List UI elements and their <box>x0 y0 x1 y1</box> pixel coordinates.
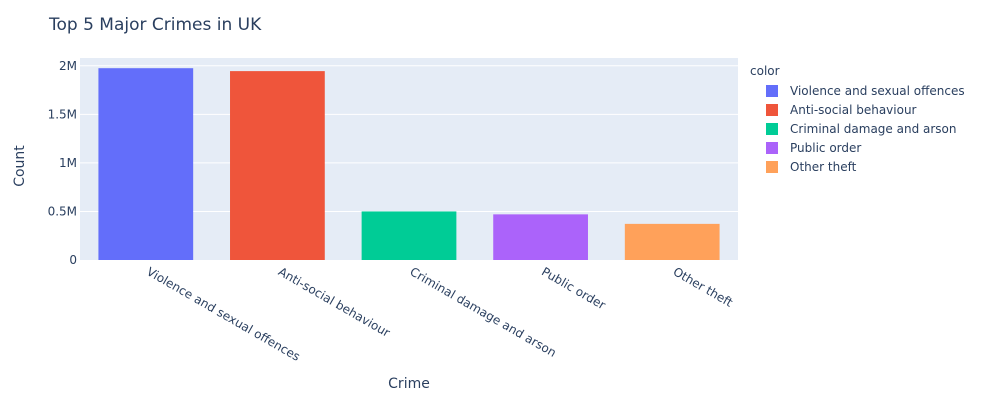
x-tick-label: Other theft <box>671 264 736 309</box>
legend-swatch[interactable] <box>766 161 778 173</box>
y-tick-label: 0 <box>69 253 77 267</box>
x-axis-title: Crime <box>388 376 430 392</box>
y-tick-label: 1M <box>59 156 77 170</box>
y-tick-label: 0.5M <box>48 204 77 218</box>
legend-label[interactable]: Violence and sexual offences <box>790 84 965 98</box>
chart-title: Top 5 Major Crimes in UK <box>48 15 262 35</box>
legend-swatch[interactable] <box>766 104 778 116</box>
legend: color Violence and sexual offences Anti-s… <box>750 64 965 174</box>
x-tick-label: Anti-social behaviour <box>276 264 393 339</box>
bar[interactable] <box>493 214 588 260</box>
legend-swatch[interactable] <box>766 142 778 154</box>
y-axis-ticks: 0 0.5M 1M 1.5M 2M <box>48 59 77 267</box>
x-tick-label: Public order <box>539 264 608 312</box>
legend-label[interactable]: Anti-social behaviour <box>790 103 917 117</box>
x-tick-label: Criminal damage and arson <box>408 264 559 359</box>
bar[interactable] <box>98 68 194 260</box>
y-tick-label: 1.5M <box>48 107 77 121</box>
bar[interactable] <box>230 71 325 260</box>
bar[interactable] <box>361 211 457 260</box>
legend-swatch[interactable] <box>766 85 778 97</box>
legend-label[interactable]: Criminal damage and arson <box>790 122 956 136</box>
bar[interactable] <box>624 223 720 260</box>
legend-label[interactable]: Other theft <box>790 160 857 174</box>
y-axis-title: Count <box>12 145 28 187</box>
x-tick-label: Violence and sexual offences <box>144 264 302 363</box>
bars <box>98 68 720 260</box>
legend-label[interactable]: Public order <box>790 141 861 155</box>
legend-title: color <box>750 64 780 78</box>
y-tick-label: 2M <box>59 59 77 73</box>
x-axis-ticks: Violence and sexual offencesAnti-social … <box>144 264 735 363</box>
legend-swatch[interactable] <box>766 123 778 135</box>
